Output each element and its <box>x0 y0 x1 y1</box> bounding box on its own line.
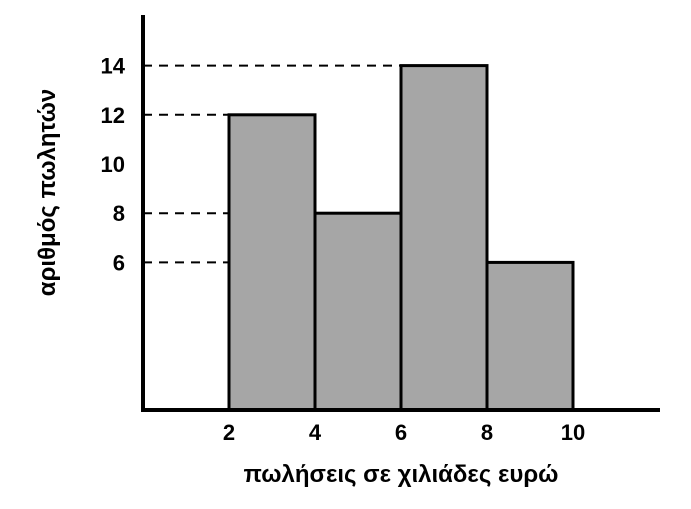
x-tick-label: 6 <box>395 420 407 445</box>
histogram-bar <box>487 262 573 410</box>
x-tick-label: 2 <box>223 420 235 445</box>
y-tick-label: 8 <box>113 201 125 226</box>
chart-svg: 2 4 6 8 10 6 8 10 12 14 πωλήσεις σε χιλιάδες ευρώ α… <box>0 0 691 509</box>
x-tick-label: 4 <box>309 420 322 445</box>
y-tick-label: 10 <box>101 152 125 177</box>
histogram-bar <box>229 115 315 410</box>
histogram-chart: 2 4 6 8 10 6 8 10 12 14 πωλήσεις σε χιλιάδες ευρώ α… <box>0 0 691 509</box>
x-tick-label: 10 <box>561 420 585 445</box>
histogram-bar <box>315 213 401 410</box>
histogram-bar <box>401 66 487 410</box>
x-axis-title: πωλήσεις σε χιλιάδες ευρώ <box>244 461 559 488</box>
y-tick-label: 12 <box>101 103 125 128</box>
y-tick-label: 14 <box>101 54 126 79</box>
x-tick-label: 8 <box>481 420 493 445</box>
y-axis-title: αριθμός πωλητών <box>34 89 61 296</box>
y-tick-label: 6 <box>113 250 125 275</box>
